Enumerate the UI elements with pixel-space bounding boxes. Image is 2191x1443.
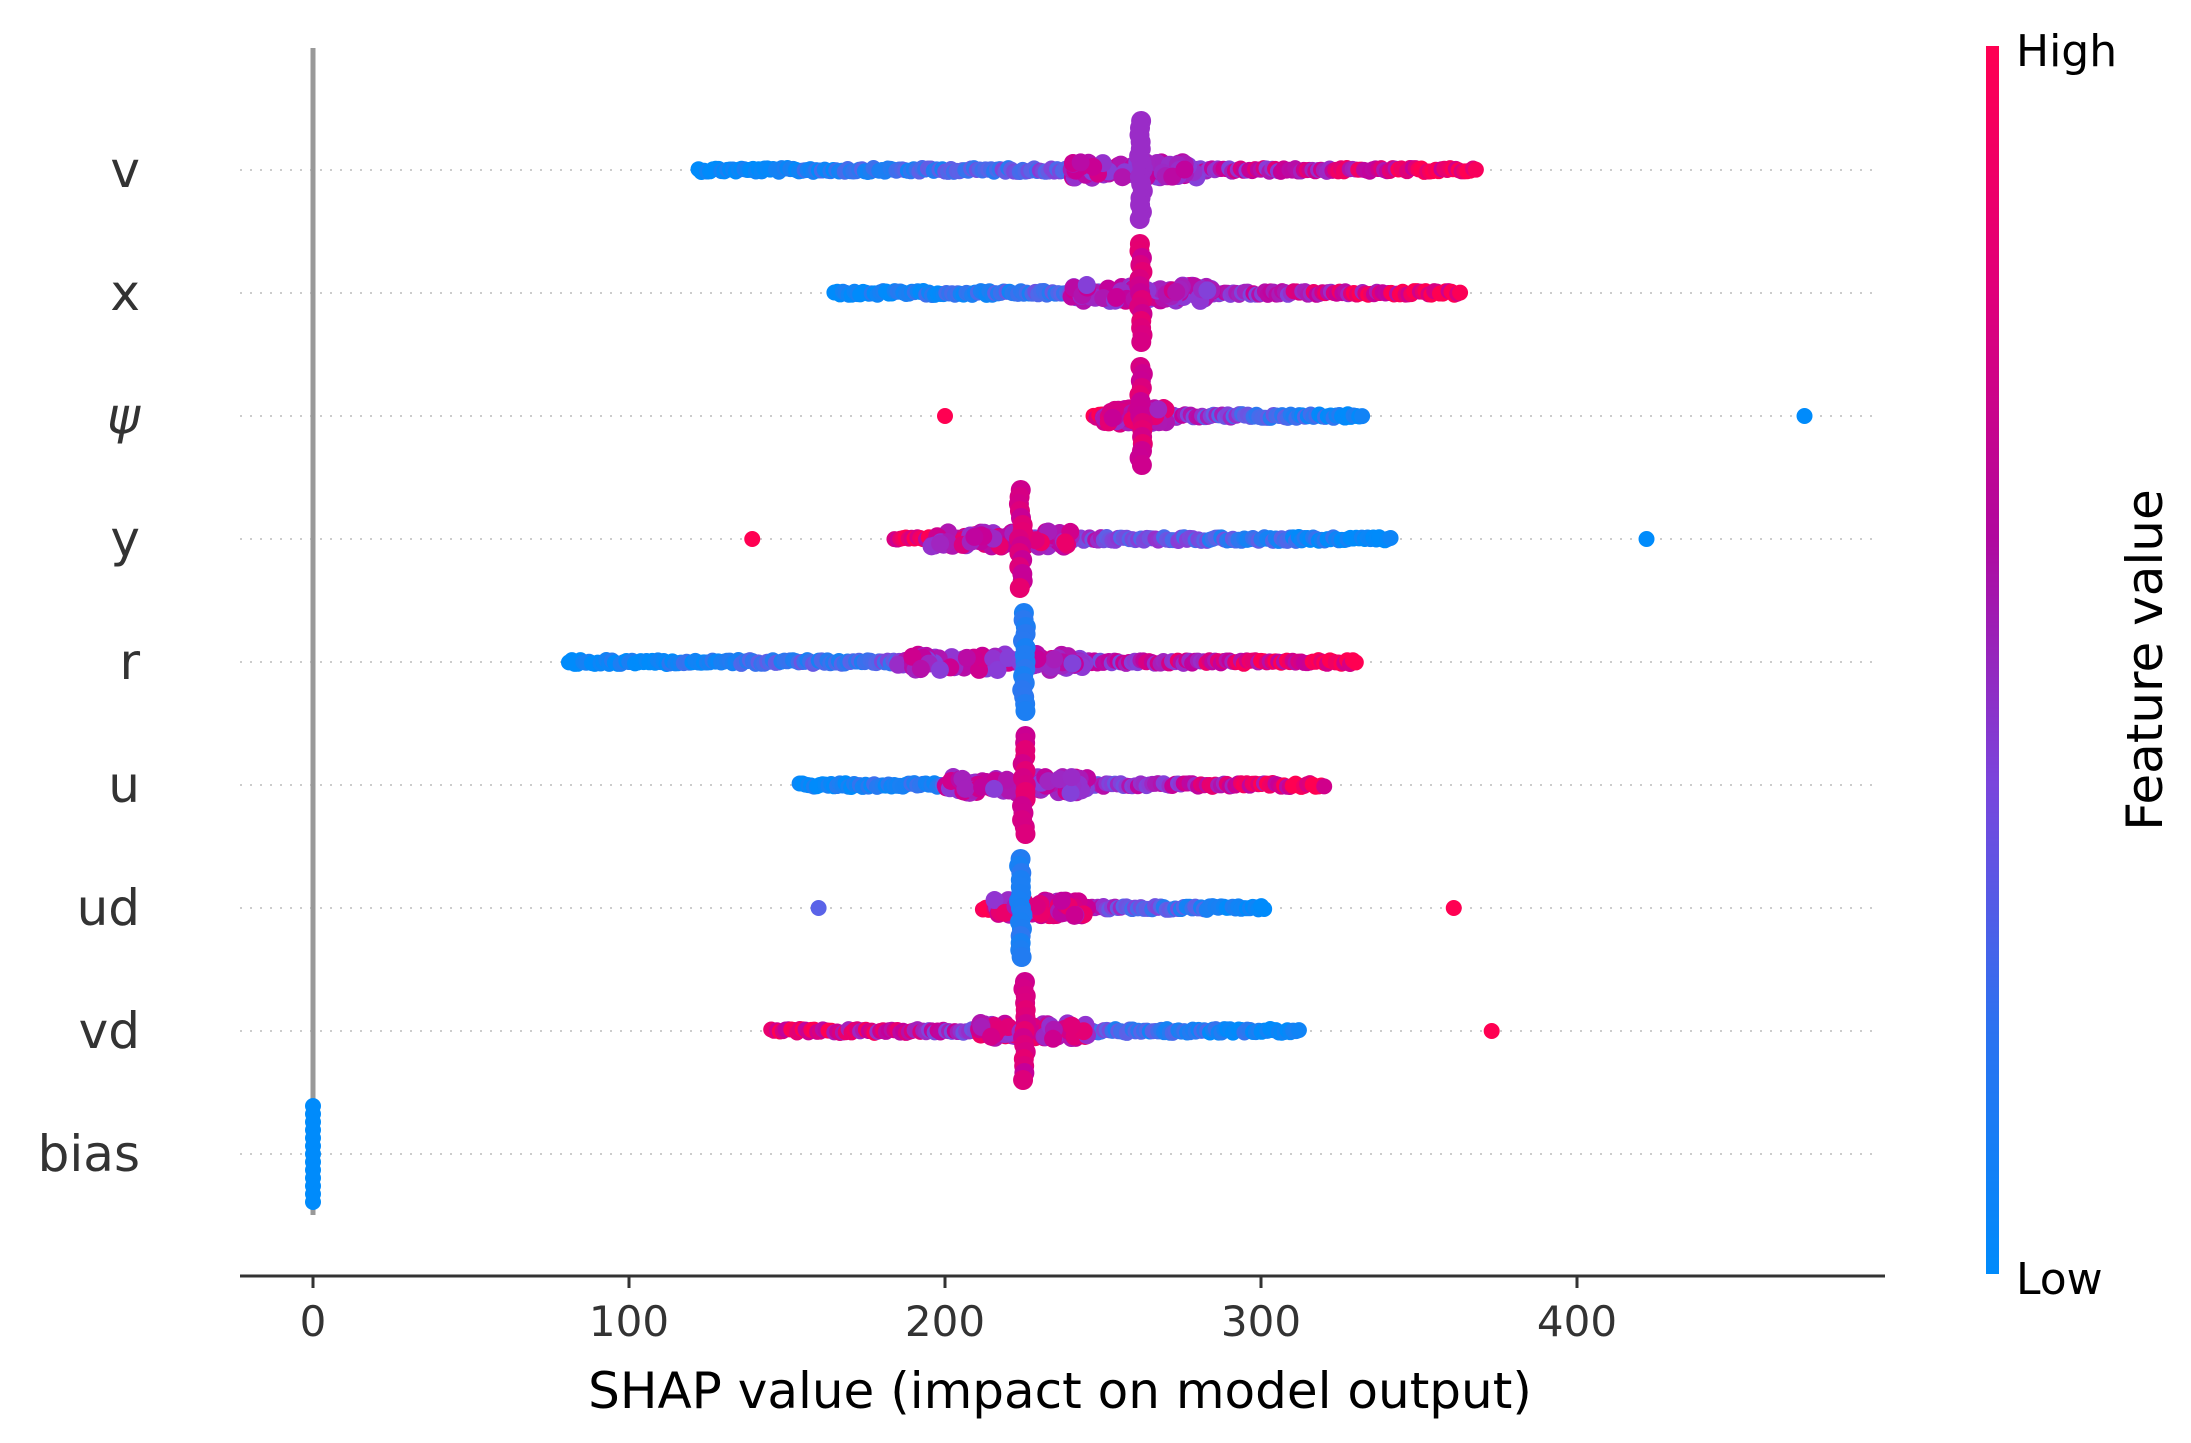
feature-label: u <box>108 756 140 814</box>
shap-dot <box>1061 783 1080 802</box>
feature-label: bias <box>38 1125 140 1183</box>
shap-dot <box>889 655 908 674</box>
feature-label: ψ <box>107 387 141 445</box>
shap-dot <box>1062 1016 1081 1035</box>
shap-dots <box>305 111 1813 1210</box>
shap-dot <box>956 779 975 798</box>
colorbar-high-label: High <box>2016 26 2117 77</box>
shap-dot <box>985 891 1004 910</box>
shap-dot <box>1467 161 1484 178</box>
shap-dot <box>1015 701 1036 721</box>
shap-dot <box>1052 891 1071 910</box>
shap-dot <box>930 660 949 679</box>
shap-dot <box>1077 276 1096 295</box>
feature-label: ud <box>77 879 140 937</box>
shap-dot <box>1011 947 1032 967</box>
shap-dot <box>1131 455 1152 475</box>
shap-dot <box>1044 1029 1063 1048</box>
shap-dot <box>1198 281 1217 300</box>
shap-dot <box>1347 654 1364 671</box>
shap-dot <box>1065 905 1084 924</box>
shap-dot <box>1452 284 1469 301</box>
feature-label: x <box>110 264 140 322</box>
shap-dot <box>911 659 930 678</box>
x-tick-label: 400 <box>1537 1297 1617 1346</box>
shap-dot <box>1063 654 1082 673</box>
x-axis-title: SHAP value (impact on model output) <box>588 1362 1532 1420</box>
x-axis-ticks: 0 100 200 300 400 <box>300 1276 1617 1346</box>
shap-dot <box>305 1194 321 1210</box>
x-tick-label: 0 <box>300 1297 327 1346</box>
shap-dot <box>982 1027 1001 1046</box>
shap-dot <box>957 648 976 667</box>
shap-outlier-dot <box>937 408 953 424</box>
shap-outlier-dot <box>744 531 761 547</box>
feature-label: vd <box>79 1002 140 1060</box>
shap-dot <box>1107 287 1126 306</box>
shap-dot <box>1175 160 1194 179</box>
shap-dot <box>985 779 1004 798</box>
shap-dot <box>1167 282 1186 301</box>
shap-dot <box>1149 400 1168 419</box>
shap-dot <box>997 770 1016 789</box>
feature-labels: v x ψ y r u ud vd bias <box>38 141 141 1183</box>
shap-dot <box>1013 1070 1034 1090</box>
shap-dot <box>965 527 984 546</box>
colorbar-low-label: Low <box>2016 1254 2103 1305</box>
shap-dot <box>1131 332 1152 352</box>
shap-dot <box>1113 168 1132 187</box>
shap-outlier-dot <box>1483 1023 1500 1039</box>
feature-label: r <box>119 633 140 691</box>
shap-dot <box>1015 824 1036 844</box>
colorbar-title: Feature value <box>2116 489 2174 830</box>
shap-dot <box>1062 768 1081 787</box>
x-tick-label: 100 <box>589 1297 669 1346</box>
shap-outlier-dot <box>1445 900 1462 916</box>
shap-dot <box>988 660 1007 679</box>
shap-outlier-dot <box>1638 531 1655 547</box>
shap-dot <box>1382 530 1399 547</box>
colorbar <box>1986 46 1999 1274</box>
shap-dot <box>1056 533 1075 552</box>
shap-dot <box>1354 408 1371 425</box>
shap-dot <box>1256 900 1273 917</box>
shap-dot <box>1027 897 1046 916</box>
shap-dot <box>1045 650 1064 669</box>
feature-label: v <box>110 141 140 199</box>
x-tick-label: 300 <box>1221 1297 1301 1346</box>
shap-outlier-dot <box>810 900 827 916</box>
shap-dot <box>1129 209 1150 229</box>
shap-dot <box>1009 578 1030 598</box>
shap-dot <box>1103 408 1122 427</box>
shap-dot <box>1290 1022 1307 1039</box>
shap-dot <box>1071 153 1090 172</box>
feature-label: y <box>110 510 140 568</box>
shap-dot <box>1316 778 1333 795</box>
x-tick-label: 200 <box>905 1297 985 1346</box>
shap-dot <box>931 534 950 553</box>
shap-outlier-dot <box>1796 408 1813 424</box>
